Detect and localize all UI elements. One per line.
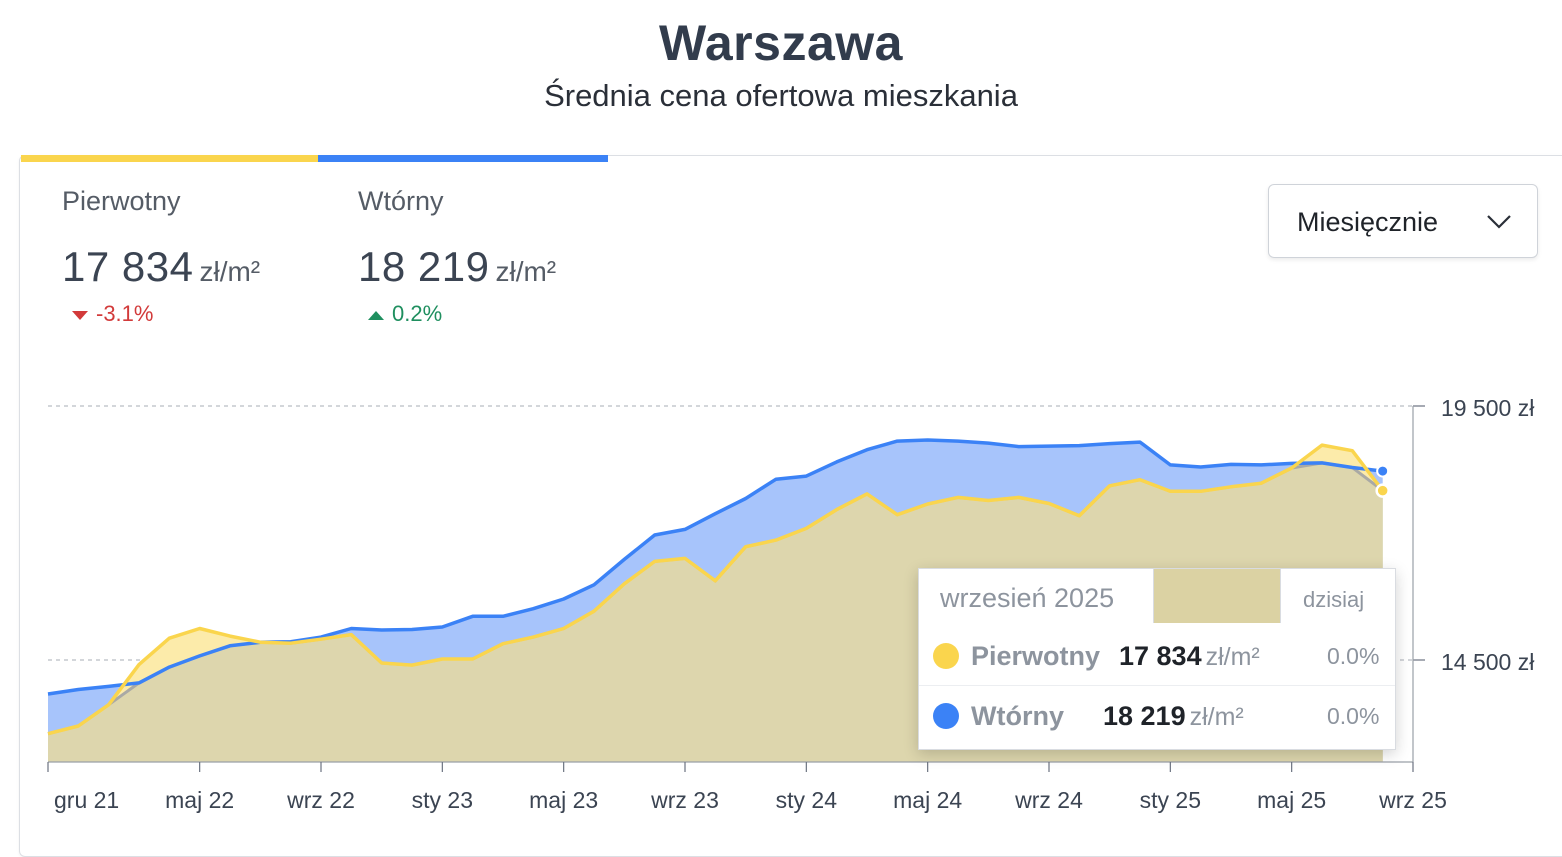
tooltip-today-label: dzisiaj [1303, 587, 1365, 612]
dropdown-selected-value: Miesięcznie [1297, 207, 1439, 237]
x-tick-label: wrz 24 [1014, 787, 1083, 813]
stat-label: Wtórny [358, 186, 444, 216]
stat-delta: -3.1% [62, 301, 260, 327]
stat-delta-value: -3.1% [96, 301, 154, 326]
series-end-point-pierwotny [1375, 483, 1390, 498]
tab-indicator-pierwotny[interactable] [21, 155, 318, 162]
series-end-point-wtorny [1376, 464, 1390, 478]
stat-label: Pierwotny [62, 186, 181, 216]
page-title: Warszawa [659, 15, 903, 71]
chevron-down-icon [1485, 207, 1513, 240]
tooltip-value-unit: zł/m² [1189, 703, 1244, 731]
tooltip-value-number: 18 219 [1103, 701, 1186, 731]
x-tick-label: sty 24 [776, 787, 838, 813]
x-tick-label: maj 22 [165, 787, 234, 813]
stat-pierwotny[interactable]: Pierwotny 17 834 zł/m² -3.1% [62, 186, 260, 327]
tooltip-series-change: 0.0% [1327, 703, 1380, 729]
stat-value: 17 834 zł/m² [62, 243, 260, 291]
x-tick-label: maj 24 [893, 787, 962, 813]
y-tick-label: 14 500 zł [1441, 649, 1534, 675]
stat-unit: zł/m² [495, 256, 557, 287]
stat-delta-value: 0.2% [392, 301, 443, 326]
tooltip-series-value: 18 219 zł/m² [1103, 701, 1244, 732]
tooltip-month: wrzesień 2025 [940, 583, 1115, 613]
x-tick-label: sty 23 [412, 787, 473, 813]
x-tick-label: wrz 25 [1378, 787, 1447, 813]
x-tick-label: maj 25 [1257, 787, 1326, 813]
tooltip-row-pierwotny: Pierwotny 17 834 zł/m² 0.0% [919, 627, 1395, 686]
tab-indicator-wtorny[interactable] [318, 155, 608, 162]
chart-lines [47, 438, 1385, 736]
triangle-down-icon [72, 310, 88, 320]
tooltip-series-value: 17 834 zł/m² [1119, 641, 1260, 672]
interval-dropdown[interactable]: Miesięcznie [1268, 184, 1538, 258]
x-tick-label: wrz 23 [650, 787, 719, 813]
tooltip-value-number: 17 834 [1119, 641, 1202, 671]
chart-tooltip: wrzesień 2025 dzisiaj Pierwotny 17 834 zł… [918, 568, 1396, 750]
tooltip-value-unit: zł/m² [1205, 643, 1260, 671]
tooltip-series-name: Wtórny [971, 701, 1064, 731]
x-tick-label: wrz 22 [286, 787, 355, 813]
stat-delta: 0.2% [358, 301, 556, 327]
tooltip-series-change: 0.0% [1327, 643, 1380, 669]
x-tick-label: sty 25 [1140, 787, 1201, 813]
tooltip-header: wrzesień 2025 dzisiaj [919, 569, 1395, 625]
triangle-up-icon [368, 310, 384, 320]
series-dot-icon [933, 703, 959, 729]
tooltip-header-gap [1153, 569, 1281, 623]
series-dot-icon [933, 643, 959, 669]
x-tick-label: gru 21 [54, 787, 119, 813]
chart-end-markers [1375, 464, 1390, 498]
tooltip-row-wtorny: Wtórny 18 219 zł/m² 0.0% [919, 687, 1395, 745]
chart-axes: 14 500 zł 19 500 zł gru 21 maj 22 wrz 22 sty … [47, 395, 1534, 813]
stat-number: 17 834 [62, 243, 194, 290]
page-subtitle: Średnia cena ofertowa mieszkania [544, 78, 1018, 113]
stat-number: 18 219 [358, 243, 490, 290]
series-line-pierwotny [47, 443, 1385, 736]
stat-unit: zł/m² [199, 256, 261, 287]
stat-value: 18 219 zł/m² [358, 243, 556, 291]
y-tick-label: 19 500 zł [1441, 395, 1534, 421]
tooltip-series-name: Pierwotny [971, 641, 1101, 671]
stat-wtorny[interactable]: Wtórny 18 219 zł/m² 0.2% [358, 186, 556, 327]
x-tick-label: maj 23 [529, 787, 598, 813]
